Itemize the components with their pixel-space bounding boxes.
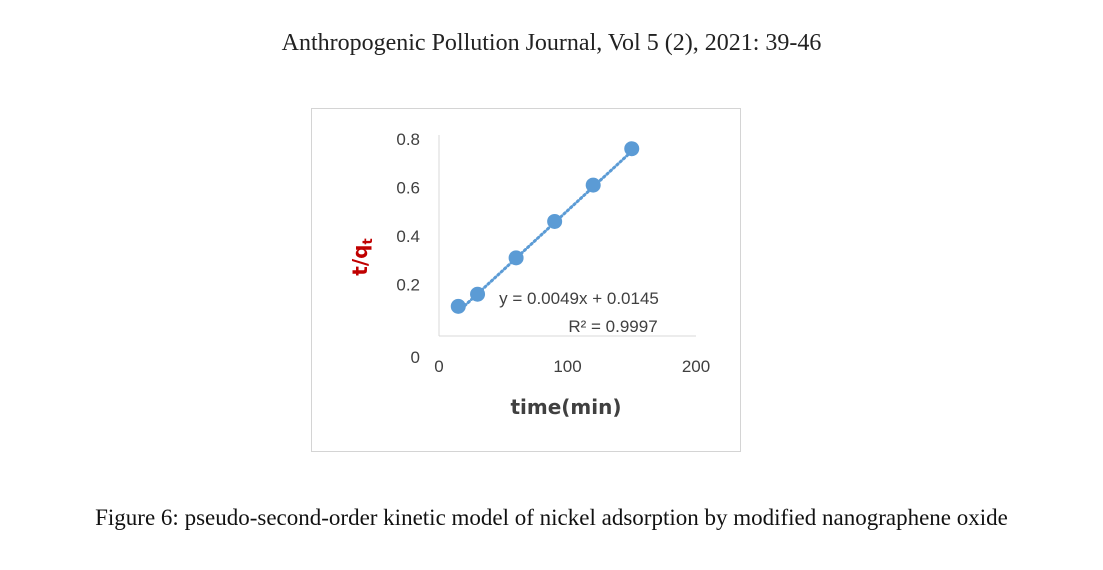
data-point <box>450 298 466 314</box>
x-tick-label: 0 <box>434 357 443 376</box>
x-tick-label: 200 <box>682 357 710 376</box>
y-tick-label: 0.8 <box>396 130 420 149</box>
journal-header: Anthropogenic Pollution Journal, Vol 5 (… <box>281 30 822 56</box>
r-squared: R² = 0.9997 <box>568 317 657 336</box>
data-point <box>624 141 640 157</box>
x-tick-label: 100 <box>553 357 581 376</box>
x-tick-labels: 0 100 200 <box>434 357 710 376</box>
y-tick-label: 0.2 <box>396 276 420 295</box>
y-tick-label: 0.6 <box>396 179 420 198</box>
data-point <box>508 250 524 266</box>
y-axis-title-subscript: t <box>361 238 376 244</box>
trend-equation: y = 0.0049x + 0.0145 <box>499 289 659 308</box>
data-point <box>585 177 601 193</box>
chart-frame: 0 0.2 0.4 0.6 0.8 0 100 200 y = 0.0049x + 0.01… <box>311 108 741 452</box>
chart-svg: 0 0.2 0.4 0.6 0.8 0 100 200 y = 0.0049x + 0.01… <box>348 130 710 419</box>
data-points <box>450 141 640 314</box>
y-tick-label: 0 <box>411 348 420 367</box>
y-tick-label: 0.4 <box>396 227 420 246</box>
y-axis-title: t/qt <box>348 238 376 275</box>
data-point <box>470 286 486 302</box>
x-axis-title: time(min) <box>510 395 621 419</box>
data-point <box>547 213 563 229</box>
y-axis-title-main: t/q <box>348 245 372 276</box>
y-tick-labels: 0 0.2 0.4 0.6 0.8 <box>396 130 420 367</box>
figure-caption: Figure 6: pseudo-second-order kinetic mo… <box>95 505 1008 530</box>
trendline <box>456 149 634 314</box>
